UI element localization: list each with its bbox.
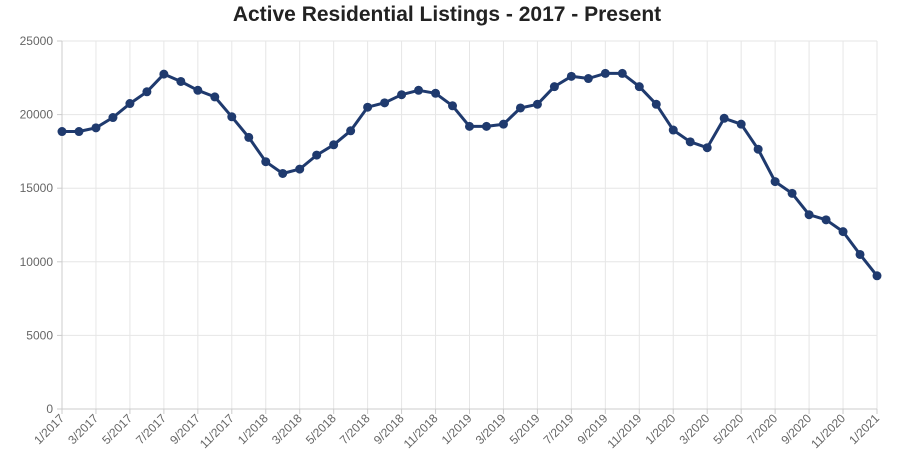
y-tick-label: 15000 bbox=[20, 181, 54, 195]
chart-title: Active Residential Listings - 2017 - Pre… bbox=[233, 3, 661, 26]
x-tick-label: 3/2018 bbox=[269, 411, 305, 447]
data-point[interactable] bbox=[821, 215, 831, 225]
x-tick-label: 1/2021 bbox=[846, 411, 882, 447]
y-axis-tick-labels: 0 5000 10000 15000 20000 25000 bbox=[20, 34, 54, 416]
x-tick-label: 5/2019 bbox=[507, 411, 543, 447]
x-tick-label: 1/2018 bbox=[235, 411, 271, 447]
x-tick-label: 1/2017 bbox=[31, 411, 67, 447]
data-point[interactable] bbox=[227, 112, 237, 122]
data-point[interactable] bbox=[549, 82, 559, 92]
data-point[interactable] bbox=[431, 88, 441, 98]
data-point[interactable] bbox=[804, 210, 814, 220]
data-point[interactable] bbox=[498, 119, 508, 129]
y-tick-label: 20000 bbox=[20, 108, 54, 122]
data-point[interactable] bbox=[719, 113, 729, 123]
x-tick-label: 3/2017 bbox=[65, 411, 101, 447]
x-tick-label: 5/2017 bbox=[99, 411, 135, 447]
x-tick-label: 11/2017 bbox=[197, 411, 237, 451]
x-tick-label: 3/2019 bbox=[473, 411, 509, 447]
data-point[interactable] bbox=[617, 68, 627, 78]
data-point[interactable] bbox=[481, 121, 491, 131]
data-point[interactable] bbox=[159, 69, 169, 79]
y-tick-label: 10000 bbox=[20, 255, 54, 269]
x-tick-label: 5/2020 bbox=[710, 411, 746, 447]
data-point[interactable] bbox=[57, 127, 67, 137]
data-point[interactable] bbox=[855, 249, 865, 259]
data-point[interactable] bbox=[193, 85, 203, 95]
x-tick-label: 11/2019 bbox=[604, 411, 644, 451]
axes bbox=[57, 40, 878, 414]
data-point[interactable] bbox=[668, 125, 678, 135]
data-point[interactable] bbox=[125, 99, 135, 109]
data-point[interactable] bbox=[583, 74, 593, 84]
data-point[interactable] bbox=[414, 85, 424, 95]
data-point[interactable] bbox=[346, 126, 356, 136]
data-point[interactable] bbox=[872, 271, 882, 281]
x-tick-label: 11/2020 bbox=[808, 411, 848, 451]
y-tick-label: 25000 bbox=[20, 34, 54, 48]
series bbox=[57, 68, 882, 281]
data-point[interactable] bbox=[91, 123, 101, 133]
data-point[interactable] bbox=[142, 87, 152, 97]
x-tick-label: 7/2019 bbox=[541, 411, 577, 447]
data-point[interactable] bbox=[295, 164, 305, 174]
x-axis-tick-labels: 1/20173/20175/20177/20179/201711/20171/2… bbox=[31, 411, 882, 451]
data-point[interactable] bbox=[651, 99, 661, 109]
x-tick-label: 11/2018 bbox=[401, 411, 441, 451]
x-tick-label: 1/2020 bbox=[643, 411, 679, 447]
data-point[interactable] bbox=[685, 137, 695, 147]
x-tick-label: 5/2018 bbox=[303, 411, 339, 447]
x-tick-label: 7/2020 bbox=[744, 411, 780, 447]
y-tick-label: 5000 bbox=[26, 328, 53, 342]
data-point[interactable] bbox=[108, 113, 118, 123]
data-point[interactable] bbox=[261, 157, 271, 167]
data-point[interactable] bbox=[787, 188, 797, 198]
data-point[interactable] bbox=[329, 140, 339, 150]
data-point[interactable] bbox=[532, 99, 542, 109]
data-point[interactable] bbox=[515, 103, 525, 113]
data-point[interactable] bbox=[210, 92, 220, 102]
x-tick-label: 3/2020 bbox=[676, 411, 712, 447]
data-point[interactable] bbox=[600, 68, 610, 78]
data-point[interactable] bbox=[702, 143, 712, 153]
data-point[interactable] bbox=[566, 71, 576, 81]
data-point[interactable] bbox=[770, 177, 780, 187]
data-point[interactable] bbox=[363, 102, 373, 112]
data-point[interactable] bbox=[634, 82, 644, 92]
data-point[interactable] bbox=[312, 150, 322, 160]
data-point[interactable] bbox=[380, 98, 390, 108]
data-point[interactable] bbox=[278, 168, 288, 178]
data-point[interactable] bbox=[448, 101, 458, 111]
data-point[interactable] bbox=[397, 90, 407, 100]
data-point[interactable] bbox=[838, 227, 848, 237]
data-point[interactable] bbox=[74, 127, 84, 137]
data-point[interactable] bbox=[244, 132, 254, 142]
y-tick-label: 0 bbox=[46, 402, 53, 416]
data-point[interactable] bbox=[176, 76, 186, 86]
data-point[interactable] bbox=[465, 121, 474, 131]
data-point[interactable] bbox=[736, 119, 746, 129]
data-point[interactable] bbox=[753, 144, 763, 154]
x-tick-label: 7/2017 bbox=[133, 411, 169, 447]
grid bbox=[61, 40, 878, 409]
x-tick-label: 1/2019 bbox=[439, 411, 475, 447]
x-tick-label: 7/2018 bbox=[337, 411, 373, 447]
